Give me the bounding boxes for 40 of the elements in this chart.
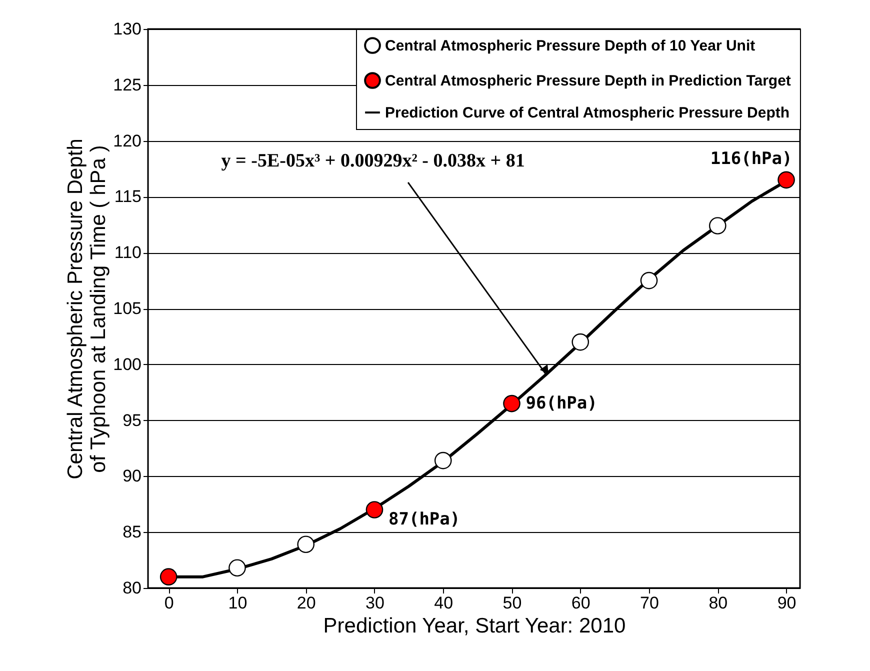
annotation: 116(hPa) — [710, 148, 792, 169]
y-tick-label: 80 — [122, 578, 142, 598]
point — [708, 217, 726, 234]
annotation: 87(hPa) — [388, 510, 460, 530]
legend-label: Central Atmospheric Pressure Depth in Prediction Target — [385, 72, 791, 90]
y-tick-label: 90 — [122, 466, 142, 486]
point — [366, 501, 384, 518]
point — [228, 559, 246, 577]
legend-label: Prediction Curve of Central Atmospheric Pressure Depth — [385, 104, 790, 122]
y-axis-title: Central Atmospheric Pressure Depth of Typhoon at Landing Time ( hPa ) — [64, 138, 110, 480]
x-tick-label: 70 — [640, 594, 659, 612]
y-tick-label: 125 — [113, 75, 142, 94]
x-tick-label: 0 — [164, 594, 174, 612]
y-tick-label: 95 — [122, 410, 142, 430]
x-tick-label: 50 — [502, 594, 522, 612]
x-tick-label: 80 — [708, 594, 728, 612]
x-tick-label: 30 — [366, 594, 384, 612]
y-tick-label: 105 — [113, 299, 142, 318]
legend-label: Central Atmospheric Pressure Depth of 10 Year Unit — [385, 38, 756, 54]
annotation: 96(hPa) — [526, 394, 598, 414]
point — [572, 333, 590, 351]
point — [160, 568, 178, 586]
y-tick-label: 115 — [114, 187, 142, 206]
y-tick-label: 85 — [122, 522, 142, 542]
annotation: y = -5E-05x³ + 0.00929x² - 0.038x + 81 — [221, 150, 525, 172]
x-tick-label: 40 — [434, 594, 454, 612]
point — [434, 452, 452, 470]
point — [778, 171, 795, 189]
y-tick-label: 100 — [113, 354, 142, 374]
point — [503, 394, 520, 412]
x-tick-label: 20 — [296, 594, 316, 612]
point — [640, 272, 658, 290]
x-tick-label: 90 — [777, 594, 796, 612]
x-tick-label: 10 — [228, 594, 248, 612]
y-tick-label: 110 — [114, 243, 142, 262]
x-tick-label: 60 — [571, 594, 590, 612]
y-tick-label: 130 — [113, 20, 142, 38]
y-tick-label: 120 — [113, 131, 142, 150]
x-axis-title: Prediction Year, Start Year: 2010 — [323, 614, 626, 638]
point — [297, 536, 315, 554]
